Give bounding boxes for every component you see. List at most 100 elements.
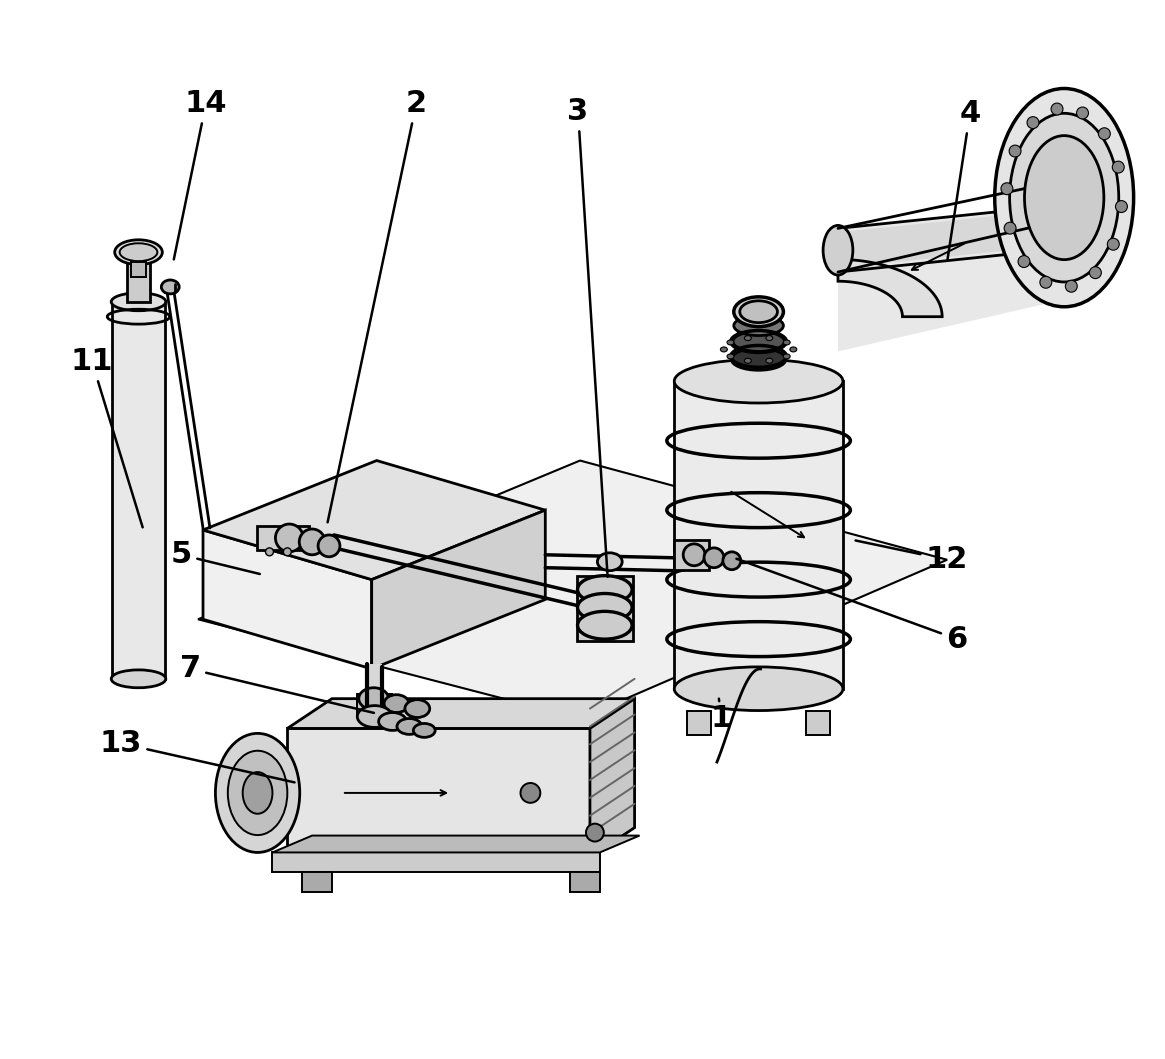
Text: 6: 6	[736, 559, 968, 653]
Ellipse shape	[1018, 255, 1030, 268]
Polygon shape	[112, 302, 165, 679]
Ellipse shape	[1001, 183, 1012, 195]
Polygon shape	[356, 694, 391, 714]
Ellipse shape	[405, 700, 430, 718]
Polygon shape	[838, 208, 1076, 268]
Ellipse shape	[521, 783, 541, 803]
Ellipse shape	[1115, 200, 1128, 213]
Ellipse shape	[578, 611, 633, 640]
Polygon shape	[675, 381, 843, 688]
Polygon shape	[203, 530, 372, 669]
Text: 13: 13	[99, 729, 295, 783]
Ellipse shape	[1051, 103, 1062, 115]
Polygon shape	[570, 873, 600, 892]
Ellipse shape	[111, 670, 165, 687]
Polygon shape	[302, 873, 332, 892]
Polygon shape	[675, 540, 709, 570]
Ellipse shape	[275, 524, 303, 552]
Ellipse shape	[824, 226, 853, 275]
Ellipse shape	[995, 89, 1134, 307]
Ellipse shape	[1107, 238, 1120, 250]
Ellipse shape	[1024, 136, 1104, 259]
Ellipse shape	[318, 535, 340, 557]
Ellipse shape	[598, 553, 622, 571]
Ellipse shape	[740, 301, 777, 323]
Ellipse shape	[1040, 276, 1052, 288]
Polygon shape	[127, 263, 150, 302]
Ellipse shape	[384, 695, 409, 713]
Polygon shape	[838, 259, 942, 317]
Ellipse shape	[283, 548, 291, 556]
Polygon shape	[203, 461, 545, 579]
Ellipse shape	[1076, 107, 1088, 119]
Text: 4: 4	[947, 98, 981, 259]
Ellipse shape	[720, 347, 727, 352]
Ellipse shape	[783, 354, 790, 359]
Ellipse shape	[727, 354, 734, 359]
Ellipse shape	[734, 297, 783, 326]
Ellipse shape	[765, 358, 772, 363]
Ellipse shape	[161, 280, 179, 293]
Ellipse shape	[228, 751, 288, 836]
Ellipse shape	[216, 734, 299, 852]
Ellipse shape	[578, 576, 633, 604]
Polygon shape	[372, 510, 545, 669]
Ellipse shape	[744, 358, 751, 363]
Ellipse shape	[734, 316, 783, 336]
Ellipse shape	[242, 772, 273, 813]
Ellipse shape	[1009, 145, 1021, 157]
Polygon shape	[130, 263, 147, 277]
Ellipse shape	[586, 824, 603, 842]
Text: 12: 12	[855, 540, 968, 574]
Ellipse shape	[723, 552, 741, 570]
Ellipse shape	[299, 530, 325, 555]
Ellipse shape	[397, 718, 422, 734]
Ellipse shape	[1099, 128, 1110, 140]
Polygon shape	[288, 699, 635, 729]
Ellipse shape	[732, 348, 786, 371]
Ellipse shape	[765, 336, 772, 341]
Ellipse shape	[733, 331, 784, 352]
Ellipse shape	[675, 359, 843, 403]
Polygon shape	[589, 699, 635, 858]
Polygon shape	[367, 664, 382, 717]
Ellipse shape	[744, 336, 751, 341]
Text: 3: 3	[567, 96, 608, 577]
Ellipse shape	[1028, 116, 1039, 128]
Ellipse shape	[358, 705, 391, 728]
Polygon shape	[288, 729, 589, 858]
Text: 14: 14	[174, 89, 227, 259]
Ellipse shape	[379, 713, 407, 731]
Polygon shape	[739, 317, 778, 359]
Text: 5: 5	[170, 540, 260, 574]
Ellipse shape	[790, 347, 797, 352]
Polygon shape	[838, 203, 1076, 352]
Ellipse shape	[704, 548, 723, 568]
Polygon shape	[273, 852, 600, 873]
Ellipse shape	[114, 239, 162, 265]
Polygon shape	[577, 576, 633, 641]
Ellipse shape	[727, 340, 734, 345]
Ellipse shape	[1113, 161, 1124, 173]
Text: 1: 1	[711, 699, 732, 733]
Ellipse shape	[783, 340, 790, 345]
Polygon shape	[198, 461, 947, 718]
Polygon shape	[806, 711, 829, 735]
Polygon shape	[273, 836, 640, 852]
Ellipse shape	[683, 544, 705, 566]
Polygon shape	[256, 526, 309, 550]
Ellipse shape	[1065, 281, 1078, 292]
Text: 2: 2	[327, 89, 426, 522]
Ellipse shape	[1004, 222, 1016, 234]
Ellipse shape	[111, 293, 165, 310]
Ellipse shape	[359, 687, 389, 710]
Ellipse shape	[414, 723, 436, 737]
Ellipse shape	[1089, 267, 1101, 279]
Ellipse shape	[1010, 113, 1118, 282]
Text: 7: 7	[179, 654, 374, 713]
Polygon shape	[687, 711, 711, 735]
Ellipse shape	[675, 667, 843, 711]
Ellipse shape	[120, 244, 157, 262]
Ellipse shape	[578, 593, 633, 622]
Ellipse shape	[266, 548, 274, 556]
